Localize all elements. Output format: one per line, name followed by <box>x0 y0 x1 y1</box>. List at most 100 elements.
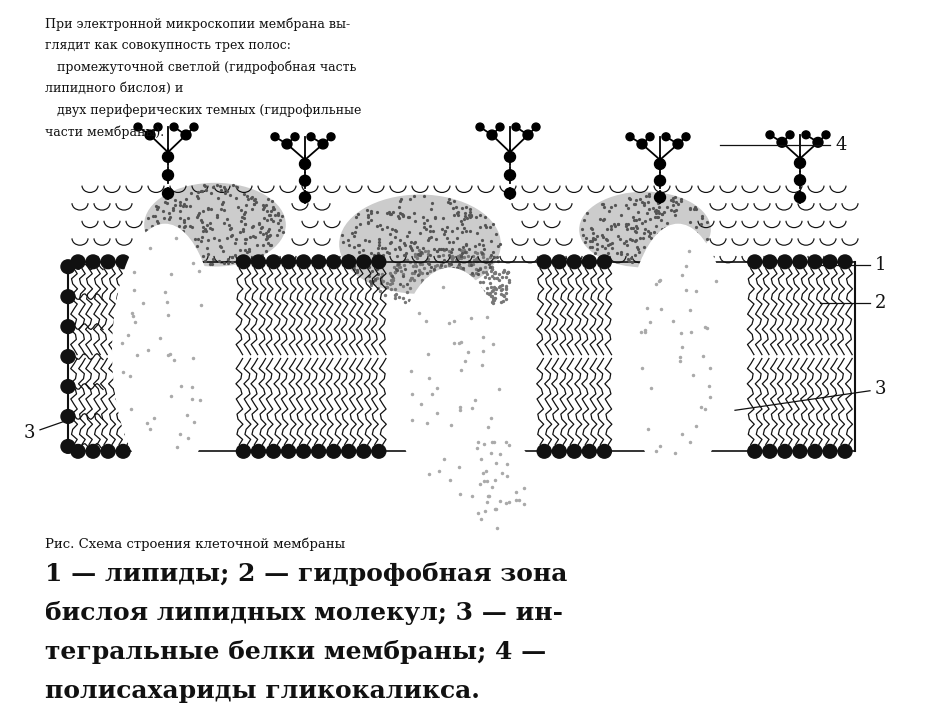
Circle shape <box>170 123 178 131</box>
Text: бислоя липидных молекул; 3 — ин-: бислоя липидных молекул; 3 — ин- <box>45 601 563 625</box>
Text: глядит как совокупность трех полос:: глядит как совокупность трех полос: <box>45 39 290 52</box>
Text: Рис. Схема строения клеточной мембраны: Рис. Схема строения клеточной мембраны <box>45 537 345 551</box>
Circle shape <box>237 444 250 458</box>
Circle shape <box>598 444 611 458</box>
Circle shape <box>568 444 581 458</box>
Circle shape <box>553 444 566 458</box>
Circle shape <box>813 137 823 147</box>
Circle shape <box>662 133 670 141</box>
Circle shape <box>145 130 155 140</box>
Circle shape <box>190 123 198 131</box>
Circle shape <box>747 255 761 269</box>
Circle shape <box>792 444 807 458</box>
Circle shape <box>487 130 497 140</box>
Text: 3: 3 <box>24 424 35 442</box>
Text: липидного бислоя) и: липидного бислоя) и <box>45 82 183 95</box>
Circle shape <box>282 139 292 149</box>
Circle shape <box>271 133 279 141</box>
Circle shape <box>327 133 335 141</box>
Circle shape <box>61 260 75 274</box>
Circle shape <box>598 255 611 269</box>
Circle shape <box>838 255 852 269</box>
Circle shape <box>61 410 75 423</box>
Ellipse shape <box>113 225 217 479</box>
Text: полисахариды гликокаликса.: полисахариды гликокаликса. <box>45 679 480 703</box>
Circle shape <box>307 133 315 141</box>
Circle shape <box>822 255 837 269</box>
Circle shape <box>163 152 174 162</box>
Circle shape <box>794 192 806 203</box>
Text: 1 — липиды; 2 — гидрофобная зона: 1 — липиды; 2 — гидрофобная зона <box>45 562 568 586</box>
Ellipse shape <box>395 269 505 494</box>
Circle shape <box>822 444 837 458</box>
Text: части мембраны).: части мембраны). <box>45 125 164 139</box>
Circle shape <box>71 444 85 458</box>
Circle shape <box>583 255 596 269</box>
Circle shape <box>61 290 75 303</box>
Circle shape <box>777 444 791 458</box>
Circle shape <box>102 255 115 269</box>
Circle shape <box>583 444 596 458</box>
Text: 4: 4 <box>835 135 846 154</box>
Circle shape <box>327 444 340 458</box>
Circle shape <box>312 255 325 269</box>
Ellipse shape <box>445 433 535 540</box>
Circle shape <box>682 133 690 141</box>
Circle shape <box>532 123 540 131</box>
Circle shape <box>786 131 794 139</box>
Circle shape <box>794 175 806 185</box>
Circle shape <box>61 380 75 393</box>
Circle shape <box>838 444 852 458</box>
Text: двух периферических темных (гидрофильные: двух периферических темных (гидрофильные <box>45 104 361 116</box>
Circle shape <box>357 444 370 458</box>
Circle shape <box>267 444 280 458</box>
Circle shape <box>762 444 776 458</box>
Circle shape <box>747 444 761 458</box>
Circle shape <box>300 192 310 203</box>
Circle shape <box>297 255 310 269</box>
Circle shape <box>372 444 385 458</box>
Circle shape <box>342 255 355 269</box>
Circle shape <box>300 176 310 186</box>
Circle shape <box>282 444 295 458</box>
Circle shape <box>267 255 280 269</box>
Circle shape <box>505 170 515 180</box>
Circle shape <box>291 133 299 141</box>
Circle shape <box>71 255 85 269</box>
Circle shape <box>117 444 130 458</box>
Circle shape <box>637 139 647 149</box>
Circle shape <box>802 131 810 139</box>
Circle shape <box>673 139 683 149</box>
Circle shape <box>61 320 75 333</box>
Circle shape <box>538 444 551 458</box>
Circle shape <box>252 255 265 269</box>
Circle shape <box>342 444 355 458</box>
Text: При электронной микроскопии мембрана вы-: При электронной микроскопии мембрана вы- <box>45 18 350 31</box>
Text: 3: 3 <box>875 380 886 398</box>
Circle shape <box>654 159 666 169</box>
Circle shape <box>762 255 776 269</box>
Circle shape <box>163 188 174 199</box>
Circle shape <box>512 123 520 131</box>
Circle shape <box>794 158 806 168</box>
Circle shape <box>61 350 75 363</box>
Circle shape <box>626 133 634 141</box>
Circle shape <box>102 444 115 458</box>
Circle shape <box>654 176 666 186</box>
Circle shape <box>181 130 191 140</box>
Circle shape <box>252 444 265 458</box>
Circle shape <box>807 255 822 269</box>
Ellipse shape <box>580 192 710 266</box>
Circle shape <box>807 444 822 458</box>
Circle shape <box>61 440 75 453</box>
Circle shape <box>357 255 370 269</box>
Circle shape <box>318 139 328 149</box>
Circle shape <box>822 131 830 139</box>
Circle shape <box>766 131 774 139</box>
Circle shape <box>523 130 533 140</box>
Circle shape <box>237 255 250 269</box>
Circle shape <box>792 255 807 269</box>
Circle shape <box>372 255 385 269</box>
Circle shape <box>777 137 787 147</box>
Circle shape <box>538 255 551 269</box>
